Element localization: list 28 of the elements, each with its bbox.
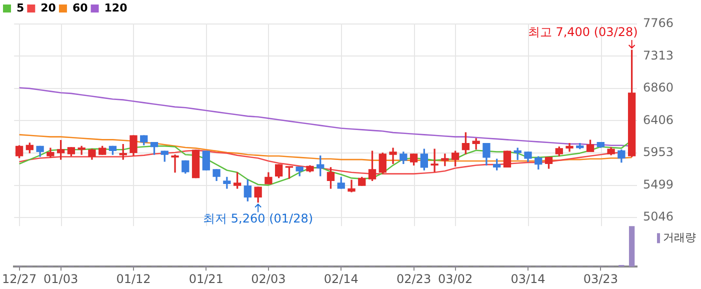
legend-label: 20 xyxy=(40,1,56,14)
y-tick-label: 7766 xyxy=(643,16,674,30)
legend-label: 60 xyxy=(72,1,88,14)
y-tick-label: 6406 xyxy=(643,112,674,127)
annotation: 최고 7,400 (03/28) xyxy=(528,25,638,40)
candlestick xyxy=(192,150,200,178)
y-tick-label: 5046 xyxy=(643,210,674,224)
x-tick-label: 03/23 xyxy=(583,272,618,286)
x-tick-label: 02/14 xyxy=(324,272,358,286)
y-tick-label: 5953 xyxy=(643,145,674,160)
x-tick-label: 01/12 xyxy=(116,272,151,286)
x-tick-label: 01/21 xyxy=(188,272,224,286)
candlestick xyxy=(202,150,210,170)
candlestick xyxy=(285,166,294,179)
y-tick-label: 7313 xyxy=(643,48,674,62)
legend-label: 거래량 xyxy=(663,231,696,244)
x-tick-label: 01/03 xyxy=(44,272,78,286)
y-tick-label: 6860 xyxy=(643,80,674,95)
candlestick xyxy=(503,150,512,168)
y-tick-label: 5499 xyxy=(643,177,674,192)
x-tick-label: 12/27 xyxy=(2,272,37,286)
legend-label: 5 xyxy=(16,1,24,14)
x-tick-label: 02/23 xyxy=(396,272,432,286)
x-tick-label: 03/02 xyxy=(438,272,473,286)
annotation: 최저 5,260 (01/28) xyxy=(203,211,314,226)
x-tick-label: 03/14 xyxy=(510,272,546,286)
legend-label: 120 xyxy=(104,1,128,14)
x-tick-label: 02/03 xyxy=(251,272,286,286)
